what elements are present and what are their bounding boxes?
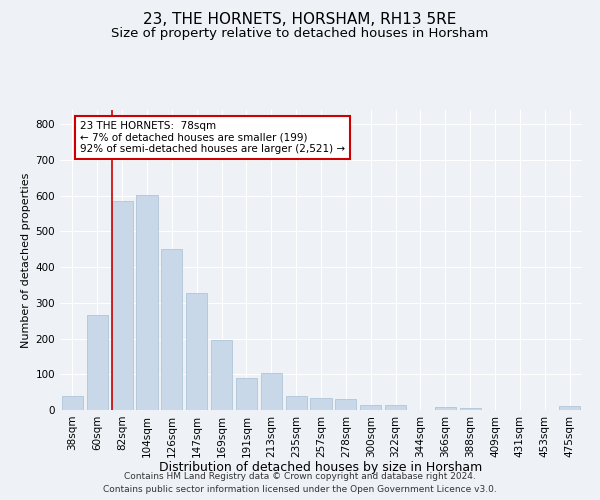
Bar <box>435 407 456 410</box>
Bar <box>360 406 381 410</box>
Y-axis label: Number of detached properties: Number of detached properties <box>22 172 31 348</box>
Bar <box>559 406 580 410</box>
Text: Contains public sector information licensed under the Open Government Licence v3: Contains public sector information licen… <box>103 485 497 494</box>
Text: 23 THE HORNETS:  78sqm
← 7% of detached houses are smaller (199)
92% of semi-det: 23 THE HORNETS: 78sqm ← 7% of detached h… <box>80 120 345 154</box>
Bar <box>385 406 406 410</box>
Bar <box>335 398 356 410</box>
Bar <box>186 293 207 410</box>
Bar <box>87 316 108 410</box>
Bar <box>310 398 332 410</box>
Bar <box>136 194 158 410</box>
Bar <box>211 340 232 410</box>
Bar <box>286 396 307 410</box>
Text: Contains HM Land Registry data © Crown copyright and database right 2024.: Contains HM Land Registry data © Crown c… <box>124 472 476 481</box>
Text: Size of property relative to detached houses in Horsham: Size of property relative to detached ho… <box>112 28 488 40</box>
Bar <box>460 408 481 410</box>
Bar <box>236 378 257 410</box>
X-axis label: Distribution of detached houses by size in Horsham: Distribution of detached houses by size … <box>160 461 482 474</box>
Bar <box>261 373 282 410</box>
Text: 23, THE HORNETS, HORSHAM, RH13 5RE: 23, THE HORNETS, HORSHAM, RH13 5RE <box>143 12 457 28</box>
Bar <box>161 250 182 410</box>
Bar <box>62 396 83 410</box>
Bar <box>112 201 133 410</box>
